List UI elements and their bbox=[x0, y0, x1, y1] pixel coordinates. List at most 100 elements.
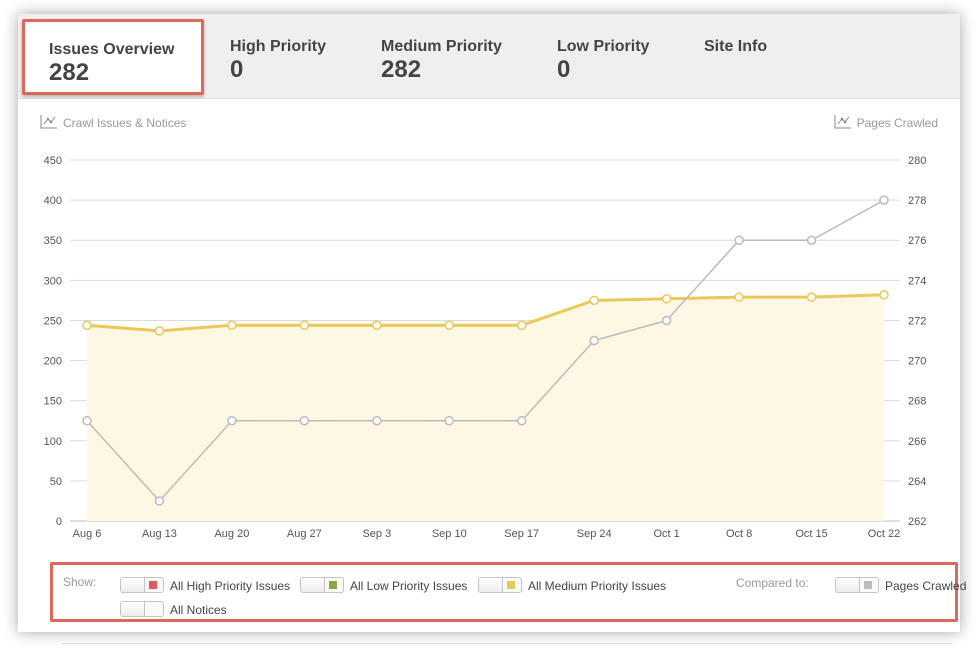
tab-count: 0 bbox=[557, 56, 571, 83]
y-right-tick-label: 280 bbox=[908, 155, 926, 167]
y-left-tick-label: 300 bbox=[44, 275, 62, 287]
show-label: Show: bbox=[63, 575, 97, 589]
data-point bbox=[589, 295, 599, 306]
data-point bbox=[299, 415, 310, 426]
line-chart-icon bbox=[40, 115, 57, 129]
y-left-tick-label: 250 bbox=[44, 315, 62, 327]
data-point bbox=[444, 415, 455, 426]
tab-site-info[interactable]: Site Info bbox=[704, 14, 784, 98]
issues-line-chart: 0 50 100 150 200 250 300 350 400 450 262 264 266 268 2… bbox=[44, 155, 927, 540]
data-point bbox=[227, 320, 237, 331]
y-left-tick-label: 50 bbox=[50, 476, 62, 488]
tab-label: Issues Overview bbox=[49, 41, 175, 58]
toggle-knob bbox=[121, 578, 145, 592]
tab-count: 0 bbox=[230, 56, 244, 83]
data-point bbox=[227, 415, 237, 426]
data-point bbox=[444, 320, 455, 331]
x-tick-label: Oct 1 bbox=[653, 528, 679, 540]
data-point bbox=[154, 326, 165, 336]
data-point bbox=[372, 320, 382, 331]
series-line bbox=[86, 293, 885, 333]
left-caption-label: Crawl Issues & Notices bbox=[63, 116, 187, 130]
medium-priority-swatch bbox=[507, 581, 515, 589]
panel-divider bbox=[62, 643, 952, 644]
data-point bbox=[734, 292, 744, 302]
chart-right-caption[interactable]: Pages Crawled bbox=[834, 114, 938, 130]
data-point bbox=[661, 315, 672, 326]
low-priority-swatch bbox=[329, 581, 337, 589]
y-right-tick-label: 266 bbox=[908, 436, 926, 448]
data-point bbox=[879, 290, 889, 300]
x-tick-label: Aug 20 bbox=[214, 528, 249, 540]
y-right-tick-label: 268 bbox=[908, 396, 926, 408]
tab-label: Medium Priority bbox=[381, 38, 502, 55]
legend-panel: Show: All High Priority Issues All Low P… bbox=[50, 562, 966, 622]
high-priority-label: All High Priority Issues bbox=[170, 579, 291, 593]
tab-medium-priority[interactable]: Medium Priority 282 bbox=[381, 14, 531, 98]
data-point bbox=[806, 235, 817, 245]
toggle-high-priority[interactable] bbox=[120, 577, 164, 593]
tab-issues-overview[interactable]: Issues Overview 282 bbox=[22, 19, 204, 95]
x-tick-label: Sep 24 bbox=[577, 528, 612, 540]
x-tick-label: Sep 3 bbox=[362, 528, 391, 540]
data-point bbox=[82, 320, 92, 331]
y-right-tick-label: 278 bbox=[908, 195, 926, 207]
toggle-all-notices[interactable] bbox=[120, 601, 164, 617]
tab-bar: Issues Overview 282 High Priority 0 Medi… bbox=[18, 14, 960, 99]
toggle-medium-priority[interactable] bbox=[478, 577, 522, 593]
medium-priority-area bbox=[87, 294, 884, 521]
x-tick-label: Oct 8 bbox=[726, 528, 752, 540]
x-tick-label: Oct 22 bbox=[868, 528, 900, 540]
toggle-knob bbox=[836, 578, 860, 592]
compared-to-label: Compared to: bbox=[736, 576, 809, 590]
y-right-tick-label: 276 bbox=[908, 235, 926, 247]
data-point bbox=[154, 496, 165, 506]
y-right-tick-label: 264 bbox=[908, 476, 926, 488]
x-tick-label: Oct 15 bbox=[795, 528, 827, 540]
toggle-low-priority[interactable] bbox=[300, 577, 344, 593]
data-point bbox=[879, 195, 889, 205]
data-point bbox=[299, 320, 310, 331]
y-right-tick-label: 274 bbox=[908, 275, 926, 287]
toggle-knob bbox=[479, 578, 503, 592]
y-left-tick-label: 100 bbox=[44, 436, 62, 448]
data-point bbox=[661, 294, 672, 304]
x-tick-label: Aug 27 bbox=[287, 528, 322, 540]
tab-low-priority[interactable]: Low Priority 0 bbox=[557, 14, 687, 98]
low-priority-label: All Low Priority Issues bbox=[350, 579, 468, 593]
y-left-tick-label: 400 bbox=[44, 195, 62, 207]
right-caption-label: Pages Crawled bbox=[856, 116, 938, 130]
data-point bbox=[516, 415, 527, 426]
x-tick-label: Sep 10 bbox=[432, 528, 467, 540]
tab-count: 282 bbox=[381, 56, 422, 83]
pages-crawled-swatch bbox=[864, 581, 872, 589]
tab-count: 282 bbox=[49, 59, 90, 86]
line-chart-icon bbox=[834, 115, 851, 129]
data-point bbox=[372, 415, 382, 426]
y-left-tick-label: 450 bbox=[44, 155, 62, 167]
medium-priority-label: All Medium Priority Issues bbox=[528, 579, 667, 593]
tab-label: High Priority bbox=[230, 38, 327, 55]
y-right-tick-label: 272 bbox=[908, 315, 926, 327]
data-point bbox=[734, 235, 744, 245]
data-point bbox=[589, 335, 599, 346]
y-left-tick-label: 150 bbox=[44, 396, 62, 408]
y-right-tick-label: 262 bbox=[908, 516, 926, 528]
toggle-knob bbox=[301, 578, 325, 592]
tab-label: Site Info bbox=[704, 38, 768, 55]
x-tick-label: Sep 17 bbox=[504, 528, 539, 540]
notices-label: All Notices bbox=[170, 603, 227, 617]
issues-panel: Issues Overview 282 High Priority 0 Medi… bbox=[18, 14, 966, 644]
y-right-tick-label: 270 bbox=[908, 356, 926, 368]
data-point bbox=[806, 292, 817, 302]
toggle-pages-crawled[interactable] bbox=[835, 577, 879, 593]
tab-high-priority[interactable]: High Priority 0 bbox=[230, 14, 360, 98]
pages-crawled-label: Pages Crawled bbox=[885, 579, 967, 593]
high-priority-swatch bbox=[149, 581, 157, 589]
chart-left-caption[interactable]: Crawl Issues & Notices bbox=[40, 114, 186, 130]
x-tick-label: Aug 6 bbox=[73, 528, 102, 540]
data-point bbox=[516, 320, 527, 331]
tab-label: Low Priority bbox=[557, 38, 650, 55]
series-line bbox=[86, 199, 885, 503]
y-left-tick-label: 200 bbox=[44, 356, 62, 368]
